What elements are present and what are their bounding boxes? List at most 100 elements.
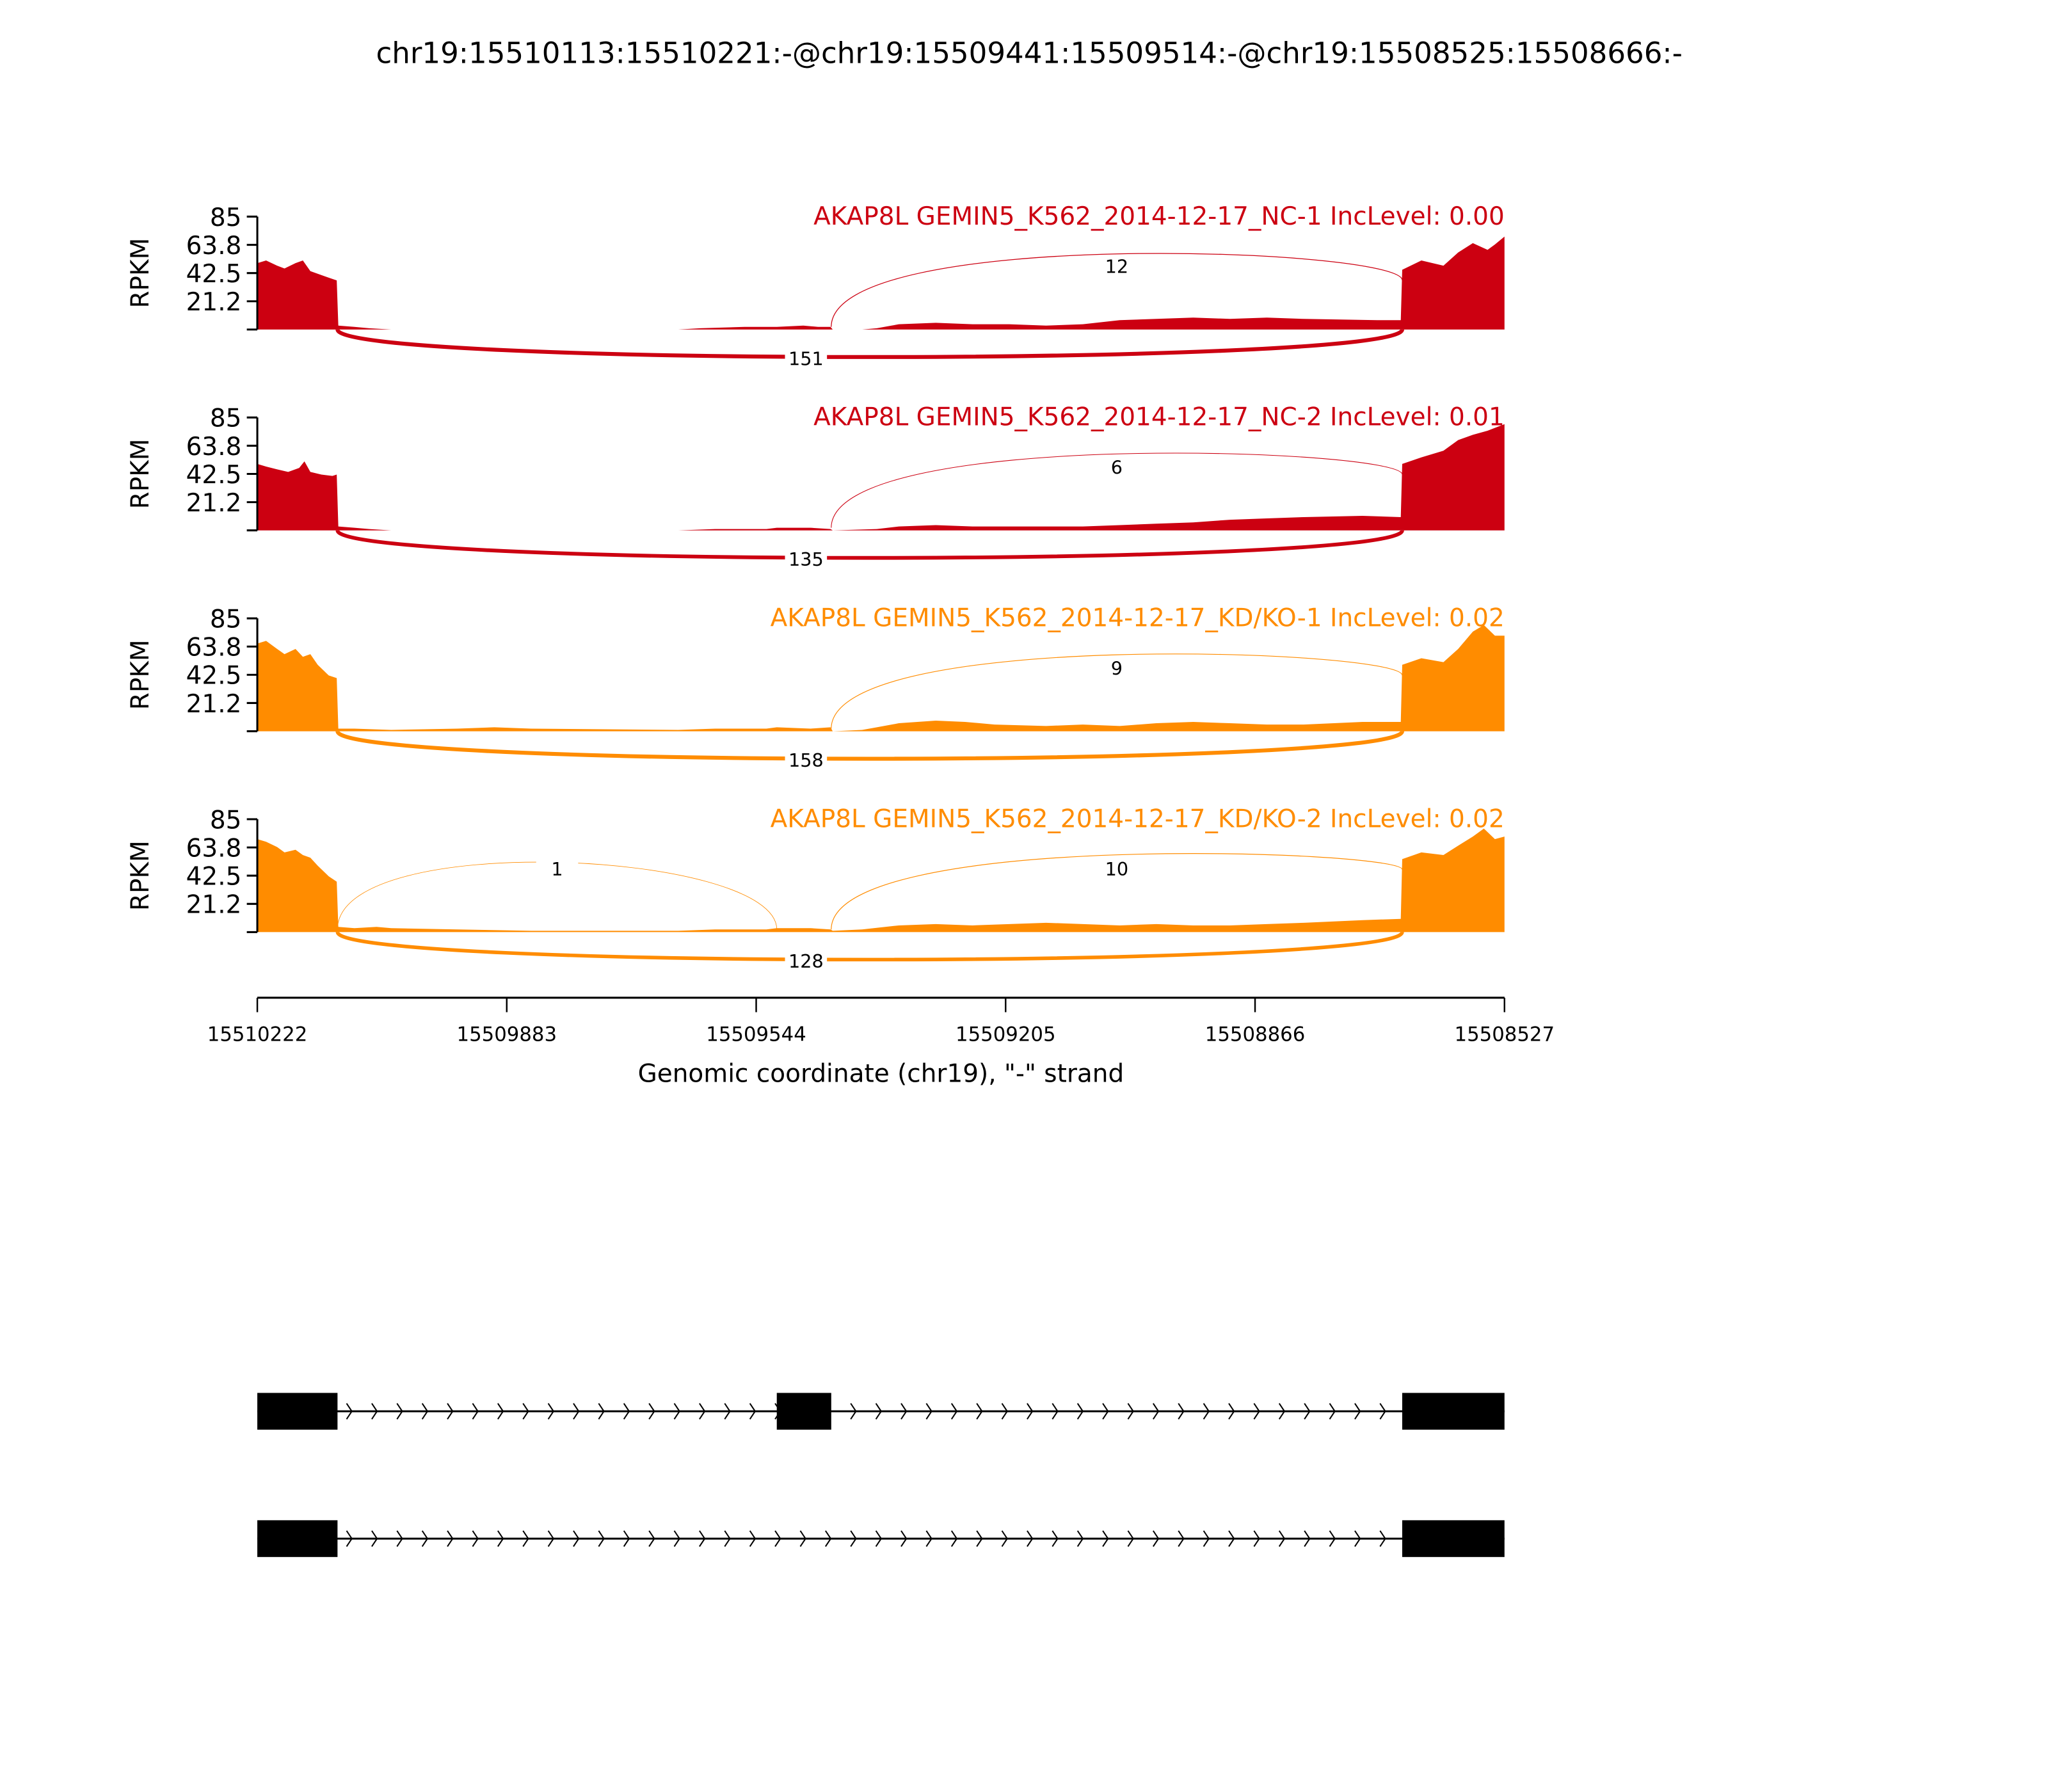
strand-chevron-icon — [1152, 1530, 1160, 1547]
junction-count: 12 — [1105, 256, 1129, 278]
strand-chevron-icon — [950, 1403, 958, 1420]
strand-chevron-icon — [1228, 1403, 1235, 1420]
strand-chevron-icon — [648, 1403, 655, 1420]
junction-label-bg — [785, 350, 828, 369]
junction-arc — [831, 653, 1403, 729]
strand-chevron-icon — [1329, 1403, 1336, 1420]
strand-chevron-icon — [749, 1403, 756, 1420]
strand-chevron-icon — [371, 1403, 378, 1420]
junction-label-bg — [1096, 660, 1138, 679]
x-tick-label: 15508527 — [1455, 1023, 1555, 1046]
exon — [776, 1393, 831, 1430]
y-tick-label: 42.5 — [186, 461, 242, 490]
x-axis-label: Genomic coordinate (chr19), "-" strand — [638, 1059, 1124, 1088]
strand-chevron-icon — [547, 1530, 555, 1547]
y-tick-label: 21.2 — [186, 690, 242, 719]
strand-chevron-icon — [1001, 1403, 1008, 1420]
junction-arc — [831, 253, 1403, 327]
junction-arc — [335, 730, 1405, 761]
strand-chevron-icon — [699, 1403, 706, 1420]
strand-chevron-icon — [547, 1403, 555, 1420]
chart-title: chr19:15510113:15510221:-@chr19:15509441… — [376, 36, 1682, 70]
strand-chevron-icon — [724, 1530, 731, 1547]
strand-chevron-icon — [1253, 1530, 1260, 1547]
junction-count: 1 — [551, 858, 563, 880]
junction-arc — [335, 529, 1404, 560]
isoform-1 — [257, 1393, 1505, 1430]
x-tick-label: 15509883 — [457, 1023, 557, 1046]
isoform-2 — [257, 1520, 1505, 1557]
strand-chevron-icon — [1354, 1530, 1361, 1547]
exon — [257, 1393, 338, 1430]
strand-chevron-icon — [497, 1403, 504, 1420]
strand-chevron-icon — [1228, 1530, 1235, 1547]
gene-model — [257, 1393, 1505, 1557]
strand-chevron-icon — [976, 1403, 983, 1420]
y-tick-label: 42.5 — [186, 260, 242, 289]
strand-chevron-icon — [925, 1530, 932, 1547]
coverage-area — [257, 424, 1505, 531]
panel-label: AKAP8L GEMIN5_K562_2014-12-17_KD/KO-1 In… — [771, 604, 1505, 632]
panel-label: AKAP8L GEMIN5_K562_2014-12-17_NC-1 IncLe… — [813, 202, 1505, 231]
strand-chevron-icon — [1304, 1530, 1311, 1547]
strand-chevron-icon — [724, 1403, 731, 1420]
strand-chevron-icon — [824, 1530, 832, 1547]
strand-chevron-icon — [1354, 1403, 1361, 1420]
strand-chevron-icon — [900, 1403, 908, 1420]
y-tick-label: 21.2 — [186, 489, 242, 518]
coverage-area — [257, 625, 1505, 732]
strand-chevron-icon — [371, 1530, 378, 1547]
junction-arc — [831, 853, 1403, 930]
strand-chevron-icon — [673, 1530, 680, 1547]
strand-chevron-icon — [749, 1530, 756, 1547]
junction-label-bg — [1096, 259, 1138, 277]
strand-chevron-icon — [1379, 1530, 1386, 1547]
strand-chevron-icon — [396, 1530, 403, 1547]
strand-chevron-icon — [1027, 1403, 1034, 1420]
x-tick-label: 15509205 — [956, 1023, 1056, 1046]
junction-arc — [335, 328, 1405, 359]
strand-chevron-icon — [1052, 1403, 1059, 1420]
x-tick-label: 15510222 — [207, 1023, 308, 1046]
strand-chevron-icon — [1304, 1403, 1311, 1420]
strand-chevron-icon — [900, 1530, 908, 1547]
junction-count: 6 — [1111, 457, 1123, 479]
exon — [1402, 1393, 1505, 1430]
strand-chevron-icon — [497, 1530, 504, 1547]
strand-chevron-icon — [774, 1530, 781, 1547]
strand-chevron-icon — [1329, 1530, 1336, 1547]
strand-chevron-icon — [472, 1403, 479, 1420]
strand-chevron-icon — [421, 1403, 429, 1420]
strand-chevron-icon — [522, 1403, 529, 1420]
junction-arc — [831, 452, 1403, 528]
y-axis-label: RPKM — [126, 639, 155, 710]
junction-count: 10 — [1105, 858, 1129, 880]
strand-chevron-icon — [1278, 1530, 1286, 1547]
panel-label: AKAP8L GEMIN5_K562_2014-12-17_NC-2 IncLe… — [813, 403, 1505, 432]
strand-chevron-icon — [623, 1403, 630, 1420]
strand-chevron-icon — [950, 1530, 958, 1547]
strand-chevron-icon — [1178, 1403, 1185, 1420]
strand-chevron-icon — [623, 1530, 630, 1547]
strand-chevron-icon — [1278, 1403, 1286, 1420]
strand-chevron-icon — [522, 1530, 529, 1547]
strand-chevron-icon — [1127, 1530, 1134, 1547]
strand-chevron-icon — [1203, 1530, 1210, 1547]
strand-chevron-icon — [573, 1403, 580, 1420]
strand-chevron-icon — [1152, 1403, 1160, 1420]
x-tick-label: 15508866 — [1205, 1023, 1306, 1046]
exon — [1402, 1520, 1505, 1557]
strand-chevron-icon — [1027, 1530, 1034, 1547]
y-tick-label: 85 — [210, 806, 242, 835]
junction-count: 158 — [788, 749, 824, 771]
strand-chevron-icon — [648, 1530, 655, 1547]
y-tick-label: 42.5 — [186, 863, 242, 892]
strand-chevron-icon — [421, 1530, 429, 1547]
y-tick-label: 42.5 — [186, 662, 242, 691]
strand-chevron-icon — [875, 1530, 883, 1547]
strand-chevron-icon — [396, 1403, 403, 1420]
strand-chevron-icon — [850, 1530, 857, 1547]
strand-chevron-icon — [875, 1403, 883, 1420]
y-tick-label: 63.8 — [186, 433, 242, 461]
